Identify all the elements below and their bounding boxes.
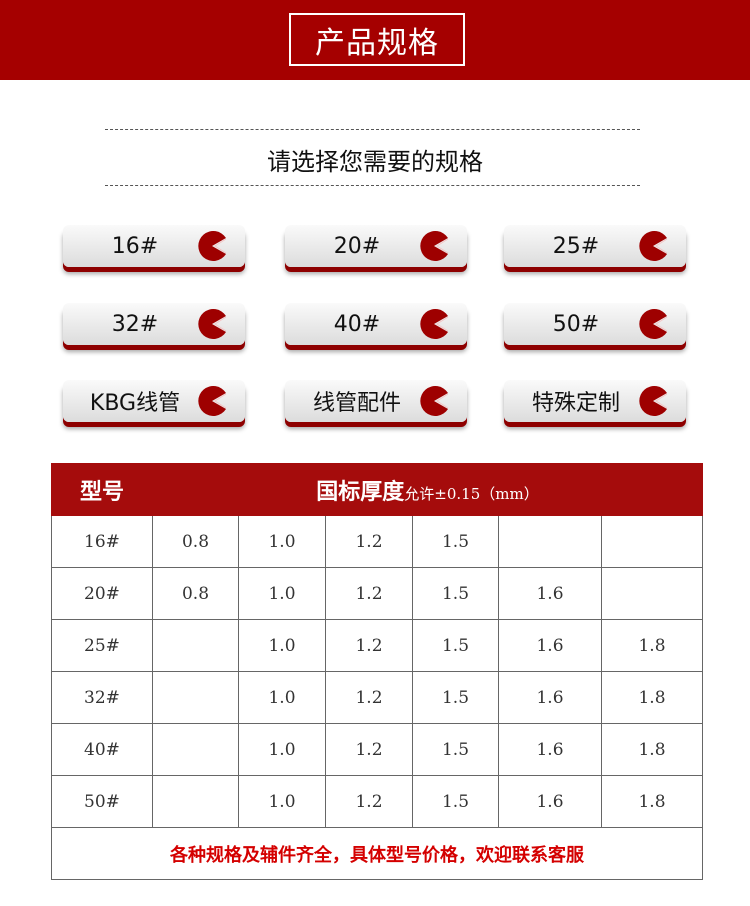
thickness-cell: 1.6: [498, 567, 602, 620]
spec-button[interactable]: 特殊定制: [504, 380, 686, 422]
spec-button-label: 20#: [333, 233, 381, 259]
model-cell: 25#: [51, 619, 153, 672]
thickness-cell: 1.2: [325, 723, 413, 776]
model-cell: 50#: [51, 775, 153, 828]
page-title: 产品规格: [289, 13, 465, 66]
spec-button-label: 50#: [552, 311, 600, 337]
section-subtitle: 请选择您需要的规格: [267, 148, 483, 176]
spec-button[interactable]: 20#: [285, 225, 467, 267]
thickness-cell: 1.0: [238, 515, 326, 568]
spec-button[interactable]: 线管配件: [285, 380, 467, 422]
pie-arrow-icon: [198, 386, 227, 416]
thickness-cell: 1.8: [601, 775, 703, 828]
spec-table: 型号 国标厚度允许±0.15（mm） 16# 0.8 1.0 1.2 1.5 20# 0.8…: [51, 463, 703, 880]
thickness-cell: 1.2: [325, 775, 413, 828]
thickness-cell: 1.6: [498, 723, 602, 776]
thickness-cell: 1.5: [412, 775, 499, 828]
thickness-cell: 1.8: [601, 723, 703, 776]
thickness-cell: [601, 567, 703, 620]
tolerance-label: 允许±0.15（mm）: [404, 484, 539, 503]
header-banner: 产品规格: [0, 0, 750, 80]
table-row: 16# 0.8 1.0 1.2 1.5: [51, 515, 703, 568]
divider: [105, 129, 640, 130]
thickness-cell: 1.2: [325, 515, 413, 568]
thickness-cell: 0.8: [152, 515, 239, 568]
thickness-cell: [152, 671, 239, 724]
spec-button-label: 16#: [111, 233, 159, 259]
thickness-cell: 1.5: [412, 723, 499, 776]
thickness-cell: [152, 775, 239, 828]
spec-button[interactable]: 25#: [504, 225, 686, 267]
thickness-cell: 1.8: [601, 671, 703, 724]
table-footer-note: 各种规格及辅件齐全，具体型号价格，欢迎联系客服: [51, 827, 703, 880]
column-header-model: 型号: [51, 463, 153, 516]
pie-arrow-icon: [639, 386, 668, 416]
table-row: 20# 0.8 1.0 1.2 1.5 1.6: [51, 567, 703, 620]
thickness-cell: 1.6: [498, 775, 602, 828]
spec-button[interactable]: 40#: [285, 303, 467, 345]
spec-button-label: 40#: [333, 311, 381, 337]
pie-arrow-icon: [639, 231, 668, 261]
spec-button[interactable]: 32#: [63, 303, 245, 345]
thickness-cell: [601, 515, 703, 568]
model-cell: 40#: [51, 723, 153, 776]
pie-arrow-icon: [420, 231, 449, 261]
table-row: 50# 1.0 1.2 1.5 1.6 1.8: [51, 775, 703, 828]
spec-button[interactable]: KBG线管: [63, 380, 245, 422]
thickness-cell: [152, 619, 239, 672]
pie-arrow-icon: [639, 309, 668, 339]
divider: [105, 185, 640, 186]
table-row: 32# 1.0 1.2 1.5 1.6 1.8: [51, 671, 703, 724]
thickness-cell: 0.8: [152, 567, 239, 620]
column-header-thickness: 国标厚度允许±0.15（mm）: [152, 463, 703, 516]
spec-button-label: 25#: [552, 233, 600, 259]
spec-button-label: KBG线管: [89, 391, 181, 416]
spec-button-label: 32#: [111, 311, 159, 337]
thickness-cell: 1.2: [325, 671, 413, 724]
spec-button-label: 特殊定制: [531, 391, 620, 416]
thickness-cell: 1.2: [325, 567, 413, 620]
spec-button[interactable]: 16#: [63, 225, 245, 267]
thickness-cell: [152, 723, 239, 776]
spec-button[interactable]: 50#: [504, 303, 686, 345]
thickness-cell: 1.0: [238, 567, 326, 620]
thickness-cell: 1.5: [412, 619, 499, 672]
table-row: 25# 1.0 1.2 1.5 1.6 1.8: [51, 619, 703, 672]
thickness-cell: 1.5: [412, 567, 499, 620]
model-cell: 16#: [51, 515, 153, 568]
thickness-label: 国标厚度: [316, 478, 405, 505]
thickness-cell: 1.0: [238, 619, 326, 672]
thickness-cell: 1.6: [498, 619, 602, 672]
thickness-cell: 1.8: [601, 619, 703, 672]
thickness-cell: 1.0: [238, 671, 326, 724]
model-cell: 32#: [51, 671, 153, 724]
thickness-cell: 1.5: [412, 671, 499, 724]
table-row: 40# 1.0 1.2 1.5 1.6 1.8: [51, 723, 703, 776]
spec-button-label: 线管配件: [312, 391, 401, 416]
thickness-cell: 1.5: [412, 515, 499, 568]
thickness-cell: 1.2: [325, 619, 413, 672]
pie-arrow-icon: [198, 231, 227, 261]
pie-arrow-icon: [198, 309, 227, 339]
thickness-cell: [498, 515, 602, 568]
thickness-cell: 1.0: [238, 775, 326, 828]
thickness-cell: 1.0: [238, 723, 326, 776]
pie-arrow-icon: [420, 309, 449, 339]
pie-arrow-icon: [420, 386, 449, 416]
model-cell: 20#: [51, 567, 153, 620]
thickness-cell: 1.6: [498, 671, 602, 724]
